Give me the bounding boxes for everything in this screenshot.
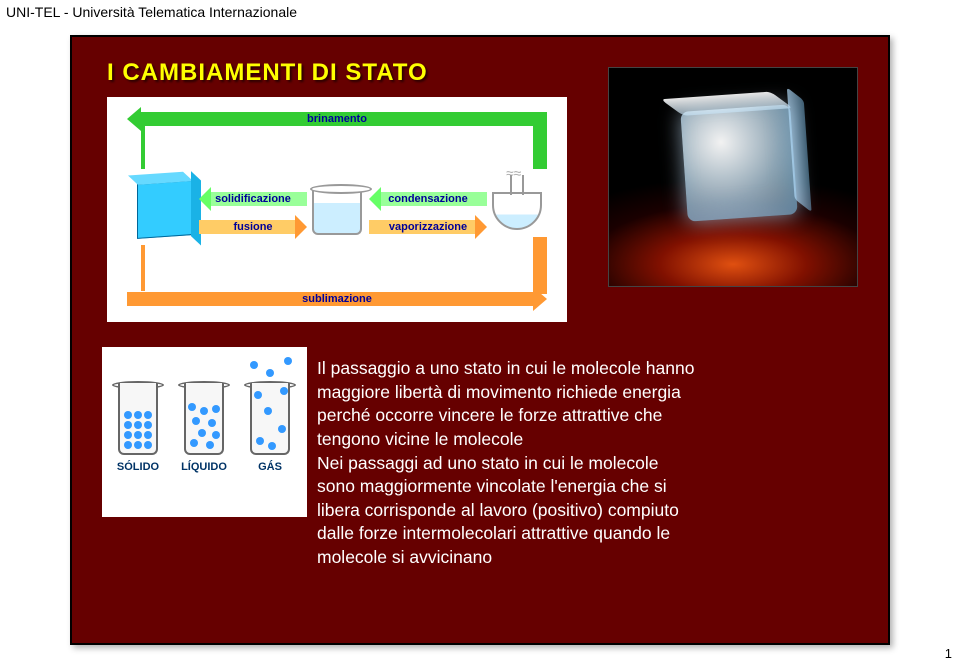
arrow-brinamento: brinamento [127,107,547,131]
body-line: molecole si avvicinano [317,546,862,570]
slide-title: I CAMBIAMENTI DI STATO [107,59,428,87]
phases-image: SÓLIDO LÍQUIDO [102,347,307,517]
arrow-sublimazione-label: sublimazione [127,287,547,311]
sublimazione-connector [533,237,547,294]
body-line: libera corrisponde al lavoro (positivo) … [317,499,862,523]
arrow-condensazione: condensazione [369,187,487,211]
brinamento-connector-left [141,114,145,169]
arrow-brinamento-label: brinamento [127,107,547,131]
ice-photo [608,67,858,287]
sublimazione-connector-left [141,245,145,291]
phase-liquid-label: LÍQUIDO [174,461,234,473]
phase-gas-label: GÁS [240,461,300,473]
slide: I CAMBIAMENTI DI STATO brinamento ≈≈ [70,35,890,645]
body-line: perché occorre vincere le forze attratti… [317,404,862,428]
arrow-solidificazione: solidificazione [199,187,307,211]
state-diagram: brinamento ≈≈ solidificazione [107,97,567,322]
arrow-sublimazione: sublimazione [127,287,547,311]
phase-gas: GÁS [240,355,300,473]
arrow-fusione: fusione [199,215,307,239]
state-gas: ≈≈ [492,175,542,230]
body-text: Il passaggio a uno stato in cui le molec… [317,357,862,570]
phase-solid-label: SÓLIDO [108,461,168,473]
brinamento-connector [533,114,547,169]
phase-solid: SÓLIDO [108,355,168,473]
page-header: UNI-TEL - Università Telematica Internaz… [0,0,960,24]
arrow-condensazione-label: condensazione [369,187,487,211]
arrow-vaporizzazione-label: vaporizzazione [369,215,487,239]
arrow-vaporizzazione: vaporizzazione [369,215,487,239]
arrow-solidificazione-label: solidificazione [199,187,307,211]
state-liquid [312,187,362,235]
body-line: tengono vicine le molecole [317,428,862,452]
state-solid [137,182,192,237]
phase-liquid: LÍQUIDO [174,355,234,473]
arrow-fusione-label: fusione [199,215,307,239]
body-line: dalle forze intermolecolari attrattive q… [317,522,862,546]
body-line: Il passaggio a uno stato in cui le molec… [317,357,862,381]
body-line: sono maggiormente vincolate l'energia ch… [317,475,862,499]
body-line: Nei passaggi ad uno stato in cui le mole… [317,452,862,476]
body-line: maggiore libertà di movimento richiede e… [317,381,862,405]
page-number: 1 [945,646,952,661]
